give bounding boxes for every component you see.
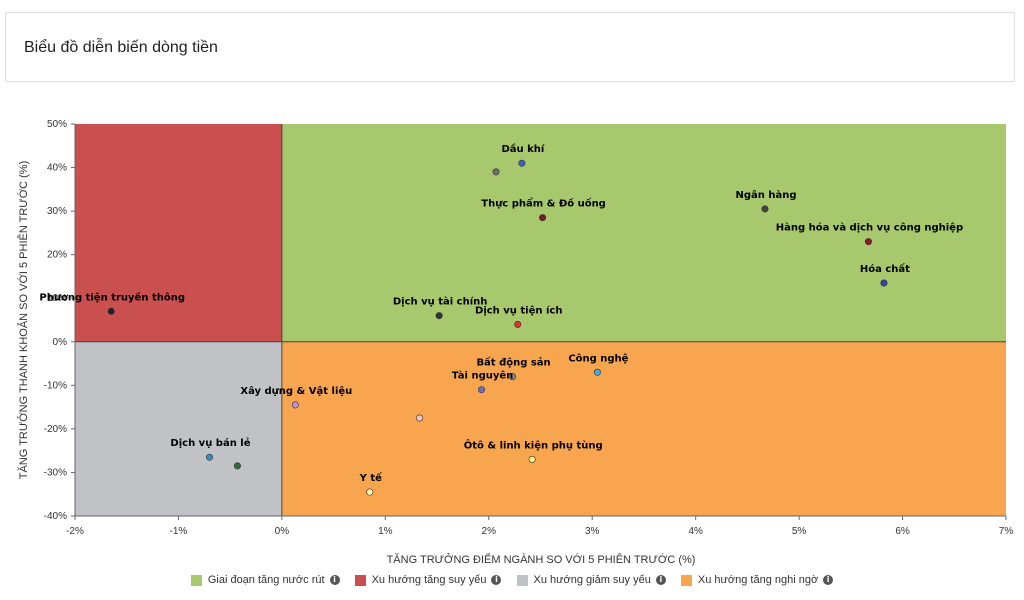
- page-title: Biểu đồ diễn biến dòng tiền: [24, 39, 218, 56]
- info-icon[interactable]: i: [491, 575, 502, 585]
- legend-swatch: [516, 574, 528, 586]
- x-axis-title: TĂNG TRƯỞNG ĐIỂM NGÀNH SO VỚI 5 PHIÊN TR…: [387, 553, 696, 566]
- quadrant-weak-downtrend: [75, 341, 282, 516]
- y-tick-label: 0%: [53, 337, 68, 348]
- point-label: Dịch vụ tiện ích: [475, 304, 562, 316]
- x-tick-label: -1%: [170, 526, 188, 537]
- data-point[interactable]: [366, 488, 374, 496]
- data-point[interactable]: [415, 414, 423, 422]
- y-tick-label: 50%: [47, 119, 67, 130]
- point-label: Thực phẩm & Đồ uống: [481, 197, 606, 210]
- y-tick-label: -30%: [44, 467, 67, 478]
- legend-item-sprint[interactable]: Giai đoạn tăng nước rút i: [190, 574, 340, 586]
- point-label: Hàng hóa và dịch vụ công nghiệp: [776, 222, 963, 234]
- y-tick-label: 10%: [47, 293, 67, 304]
- data-point[interactable]: [593, 368, 601, 376]
- info-icon[interactable]: i: [655, 575, 666, 585]
- chart-title-card: Biểu đồ diễn biến dòng tiền: [5, 12, 1015, 82]
- quadrant-sprint: [281, 124, 1006, 342]
- point-label: Y tế: [359, 471, 383, 484]
- chart-legend: Giai đoạn tăng nước rút i Xu hướng tăng …: [0, 574, 1024, 589]
- point-label: Dịch vụ bán lẻ: [170, 437, 250, 449]
- y-tick-label: -40%: [44, 511, 67, 522]
- quadrant-doubtful-uptrend: [281, 341, 1006, 516]
- y-tick-label: 20%: [47, 250, 67, 261]
- data-point[interactable]: [880, 279, 888, 287]
- point-label: Hóa chất: [860, 262, 910, 275]
- legend-item-weak-uptrend[interactable]: Xu hướng tăng suy yếu i: [354, 574, 502, 586]
- x-tick-label: 2%: [482, 526, 497, 537]
- legend-label: Giai đoạn tăng nước rút: [207, 574, 325, 586]
- info-icon[interactable]: i: [823, 575, 834, 585]
- x-tick-label: -2%: [66, 526, 84, 537]
- data-point[interactable]: [509, 373, 517, 381]
- legend-label: Xu hướng giảm suy yếu: [533, 574, 651, 586]
- point-label: Dịch vụ tài chính: [393, 296, 488, 308]
- x-tick-label: 5%: [792, 526, 807, 537]
- y-tick-label: 30%: [47, 206, 67, 217]
- x-tick-label: 3%: [585, 526, 600, 537]
- data-point[interactable]: [539, 214, 547, 222]
- data-point[interactable]: [528, 455, 536, 463]
- quadrant-weak-uptrend: [75, 124, 282, 342]
- legend-label: Xu hướng tăng nghi ngờ: [697, 574, 819, 586]
- data-point[interactable]: [864, 238, 872, 246]
- info-icon[interactable]: i: [329, 575, 340, 585]
- data-point[interactable]: [478, 386, 486, 394]
- data-point[interactable]: [761, 205, 769, 213]
- legend-item-weak-downtrend[interactable]: Xu hướng giảm suy yếu i: [516, 574, 666, 586]
- point-label: Công nghệ: [568, 352, 628, 364]
- legend-swatch: [190, 574, 202, 586]
- y-tick-label: -20%: [44, 424, 67, 435]
- data-point[interactable]: [492, 168, 500, 176]
- legend-swatch: [354, 574, 366, 586]
- cash-flow-scatter-chart: -40% -30% -20% -10% 0% 10% 20% 30% 40% 50% -2% -1% 0…: [17, 119, 1014, 566]
- y-tick-label: -10%: [44, 380, 67, 391]
- x-tick-label: 0%: [275, 526, 290, 537]
- y-tick-label: 40%: [47, 163, 67, 174]
- point-label: Tài nguyên: [452, 370, 514, 382]
- legend-swatch: [680, 574, 692, 586]
- data-point[interactable]: [205, 453, 213, 461]
- x-tick-label: 6%: [895, 526, 910, 537]
- y-axis-title: TĂNG TRƯỞNG THANH KHOẢN SO VỚI 5 PHIÊN T…: [17, 161, 30, 479]
- data-point[interactable]: [435, 312, 443, 320]
- data-point[interactable]: [518, 159, 526, 167]
- x-tick-label: 4%: [688, 526, 703, 537]
- point-label: Phương tiện truyền thông: [39, 290, 185, 303]
- data-point[interactable]: [514, 320, 522, 328]
- point-label: Ngân hàng: [735, 189, 796, 201]
- data-point[interactable]: [233, 462, 241, 470]
- data-point[interactable]: [107, 307, 115, 315]
- point-label: Ôtô & linh kiện phụ tùng: [464, 438, 603, 451]
- x-tick-label: 7%: [999, 526, 1014, 537]
- data-point[interactable]: [291, 401, 299, 409]
- legend-label: Xu hướng tăng suy yếu: [371, 574, 487, 586]
- x-tick-label: 1%: [378, 526, 393, 537]
- point-label: Xây dựng & Vật liệu: [240, 385, 352, 397]
- legend-item-doubtful-uptrend[interactable]: Xu hướng tăng nghi ngờ i: [680, 574, 834, 586]
- point-label: Bất động sản: [476, 356, 550, 369]
- point-label: Dầu khí: [501, 143, 544, 155]
